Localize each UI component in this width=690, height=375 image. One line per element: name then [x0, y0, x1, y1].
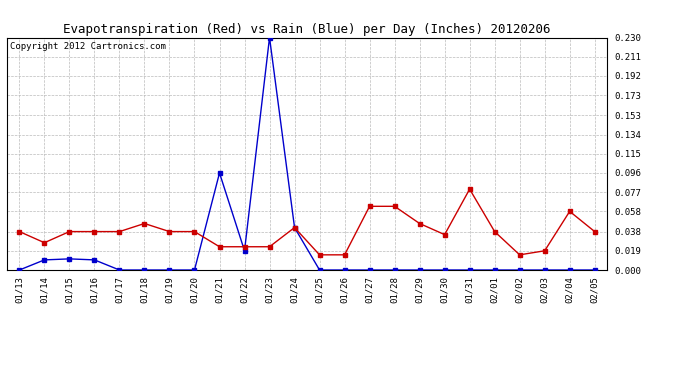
Title: Evapotranspiration (Red) vs Rain (Blue) per Day (Inches) 20120206: Evapotranspiration (Red) vs Rain (Blue) … — [63, 23, 551, 36]
Text: Copyright 2012 Cartronics.com: Copyright 2012 Cartronics.com — [10, 42, 166, 51]
